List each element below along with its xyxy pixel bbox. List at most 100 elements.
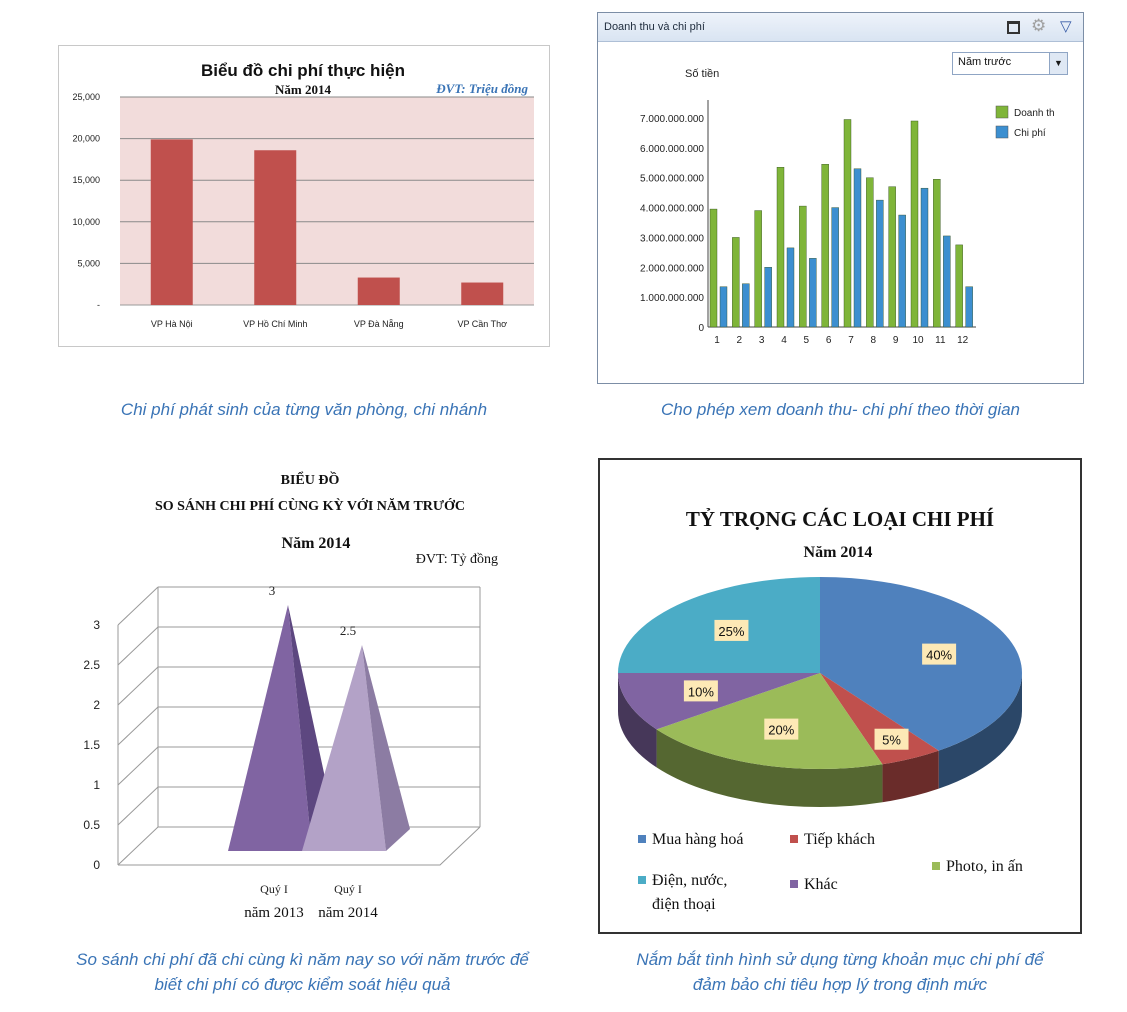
legend-label: Chi phí xyxy=(1014,128,1046,139)
x-tick-label: 2 xyxy=(737,335,743,346)
gridline-side xyxy=(117,706,159,746)
bar xyxy=(461,282,504,305)
period-dropdown-value: Năm trước xyxy=(958,56,1012,68)
y-tick-label: 0.5 xyxy=(83,818,100,832)
legend-swatch xyxy=(995,105,1009,119)
filter-icon[interactable]: ▽ xyxy=(1060,18,1072,35)
data-label-box xyxy=(714,619,749,641)
y-axis-title: Số tiền xyxy=(685,68,719,80)
x-tick-label: 8 xyxy=(871,335,877,346)
x-tick-label: VP Hồ Chí Minh xyxy=(243,319,307,329)
gridline-side xyxy=(117,746,159,786)
bar xyxy=(709,208,718,328)
legend-label: Doanh th xyxy=(1014,108,1055,119)
bar xyxy=(809,258,817,328)
period-dropdown[interactable]: Năm trước ▼ xyxy=(952,52,1068,75)
bar xyxy=(776,167,785,328)
legend-swatch xyxy=(932,862,940,870)
bar xyxy=(742,283,750,328)
x-tick-label: VP Đà Nẵng xyxy=(354,319,404,329)
y-tick-label: - xyxy=(97,300,100,310)
x-tick-label: 4 xyxy=(781,335,787,346)
data-label: 10% xyxy=(688,684,714,699)
y-tick-label: 0 xyxy=(698,323,704,334)
chart-title: Biểu đồ chi phí thực hiện xyxy=(201,61,405,80)
x-tick-label: Quý I xyxy=(260,882,288,896)
data-label: 40% xyxy=(926,648,952,663)
pyramid-side xyxy=(362,645,410,851)
legend-label: Khác xyxy=(804,876,838,893)
bar xyxy=(888,186,896,328)
bar xyxy=(955,244,963,328)
bar xyxy=(831,207,839,328)
pie-slice xyxy=(820,577,1022,751)
caption-top-left: Chi phí phát sinh của từng văn phòng, ch… xyxy=(120,400,488,419)
legend-label: Điện, nước, xyxy=(652,872,727,889)
bar xyxy=(853,168,862,328)
x-tick-label: Quý I xyxy=(334,882,362,896)
y-tick-label: 5,000 xyxy=(77,258,100,268)
revenue-cost-bar-chart: Số tiền 0 1.000.000.000 2.000.000.000 3.000… xyxy=(640,68,1055,346)
value-label: 3 xyxy=(269,583,276,598)
bar xyxy=(965,286,973,328)
x-tick-label: năm 2013 xyxy=(244,905,304,921)
gridline-side xyxy=(117,586,159,626)
pie-slice-side xyxy=(656,729,883,807)
legend-label: Photo, in ấn xyxy=(946,858,1023,875)
chart-title-line2: SO SÁNH CHI PHÍ CÙNG KỲ VỚI NĂM TRƯỚC xyxy=(155,497,465,514)
y-tick-label: 3 xyxy=(93,618,100,632)
chevron-down-icon: ▼ xyxy=(1049,53,1067,74)
bar xyxy=(843,119,852,328)
bar xyxy=(910,120,919,328)
x-tick-label: VP Hà Nội xyxy=(151,319,193,329)
data-label-box xyxy=(764,718,799,740)
bar xyxy=(719,286,728,328)
bar xyxy=(866,177,874,328)
y-tick-label: 1 xyxy=(93,778,100,792)
y-tick-label: 2.5 xyxy=(83,658,100,672)
x-tick-label: 5 xyxy=(804,335,810,346)
data-label-box xyxy=(922,643,957,665)
bar xyxy=(357,277,400,305)
gridline-side xyxy=(117,666,159,706)
y-tick-label: 3.000.000.000 xyxy=(640,233,704,244)
data-label-box xyxy=(683,680,718,702)
cost-bar-chart: Biểu đồ chi phí thực hiện Năm 2014 ĐVT: … xyxy=(58,45,550,347)
y-tick-label: 7.000.000.000 xyxy=(640,114,704,125)
y-tick-label: 6.000.000.000 xyxy=(640,144,704,155)
gridline-side xyxy=(117,626,159,666)
legend-swatch xyxy=(790,835,798,843)
y-tick-label: 4.000.000.000 xyxy=(640,204,704,215)
x-tick-label: năm 2014 xyxy=(318,905,378,921)
maximize-icon[interactable] xyxy=(1007,21,1020,34)
y-tick-label: 20,000 xyxy=(72,134,100,144)
y-tick-label: 15,000 xyxy=(72,175,100,185)
gridline-side xyxy=(117,826,159,866)
y-tick-label: 2.000.000.000 xyxy=(640,263,704,274)
y-tick-label: 1.5 xyxy=(83,738,100,752)
bar xyxy=(799,205,807,328)
pie-slice xyxy=(820,673,939,765)
bar xyxy=(764,267,772,328)
pie-slice-side xyxy=(882,750,939,803)
legend-swatch xyxy=(638,876,646,884)
x-tick-label: 7 xyxy=(848,335,854,346)
bar xyxy=(754,210,762,328)
caption-bottom-right-1: Nắm bắt tình hình sử dụng từng khoản mục… xyxy=(636,950,1044,969)
x-tick-label: VP Cần Thơ xyxy=(457,319,507,329)
data-label-box xyxy=(874,728,909,750)
bar xyxy=(254,150,297,305)
data-label: 5% xyxy=(882,733,901,748)
x-tick-label: 12 xyxy=(957,335,969,346)
y-tick-label: 5.000.000.000 xyxy=(640,174,704,185)
bar xyxy=(786,247,795,328)
y-tick-label: 1.000.000.000 xyxy=(640,293,704,304)
y-tick-label: 10,000 xyxy=(72,217,100,227)
chart-title-line1: BIỂU ĐỒ xyxy=(281,470,340,488)
unit-note: ĐVT: Triệu đồng xyxy=(435,81,528,96)
bar xyxy=(150,139,193,305)
gear-icon[interactable]: ⚙ xyxy=(1031,16,1047,35)
data-label: 20% xyxy=(768,723,794,738)
bar xyxy=(821,164,829,328)
bar xyxy=(933,179,941,328)
